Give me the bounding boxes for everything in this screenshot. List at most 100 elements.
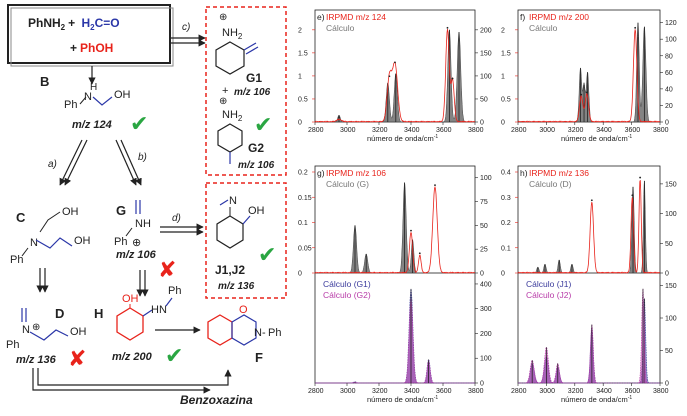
left-tick-label: 1.5 (298, 50, 308, 57)
check-icon: ✔ (258, 242, 276, 267)
svg-text:Ph: Ph (6, 339, 19, 351)
right-tick-label: 100 (480, 175, 492, 182)
exp-point (418, 252, 421, 255)
exp-point (590, 199, 593, 202)
x-tick-label: 3400 (404, 127, 420, 134)
plot-frame (517, 165, 661, 384)
panel-label: h) (520, 168, 528, 178)
legend-entry: Cálculo (G2) (323, 290, 371, 300)
left-tick-label: 0.1 (298, 220, 308, 227)
x-tick-label: 3000 (539, 127, 555, 134)
svg-text:m/z 106: m/z 106 (116, 249, 157, 261)
x-tick-label: 3400 (404, 388, 420, 395)
x-tick-label: 3200 (568, 388, 584, 395)
compound-J: N OH J1,J2 m/z 136 ✔ (215, 195, 276, 292)
right-tick-label: 40 (665, 86, 673, 93)
formaldehyde: H (81, 16, 90, 30)
legend-entry: Cálculo (J1) (526, 279, 572, 289)
x-tick-label: 2800 (511, 388, 527, 395)
right-tick-label: 50 (480, 223, 488, 230)
svg-text:Ph: Ph (114, 236, 127, 248)
right-tick-label: 150 (665, 283, 677, 290)
svg-text:NH2: NH2 (222, 109, 243, 123)
x-axis-label: número de onda/cm-1 (367, 134, 438, 143)
svg-text:+: + (222, 85, 228, 97)
compound-G1: ⊕ NH2 G1 m/z 106 + (215, 12, 271, 98)
check-icon: ✔ (130, 111, 148, 136)
svg-text:m/z 106: m/z 106 (238, 160, 275, 171)
svg-text:D: D (55, 306, 64, 321)
x-tick-label: 2800 (308, 127, 324, 134)
right-tick-label: 75 (480, 199, 488, 206)
panel-label: g) (317, 168, 325, 178)
svg-text:O: O (239, 304, 248, 316)
legend-entry: Cálculo (G) (326, 179, 369, 189)
svg-text:OH: OH (70, 326, 87, 338)
exp-spectrum (518, 29, 661, 123)
svg-text:m/z 124: m/z 124 (72, 119, 112, 131)
svg-text:m/z 136: m/z 136 (218, 281, 255, 292)
right-tick-label: 200 (480, 331, 492, 338)
exp-point (388, 75, 391, 78)
chart-panel-e: 2800 3000 3200 3400 3600 3800 número de onda/c… (298, 9, 492, 143)
right-tick-label: 0 (480, 271, 484, 278)
right-tick-label: 150 (480, 50, 492, 57)
right-tick-label: 20 (665, 103, 673, 110)
exp-point (631, 194, 634, 197)
svg-text:OH: OH (248, 205, 265, 217)
svg-text:N: N (254, 327, 262, 339)
exp-point (394, 61, 396, 64)
compound-G2: ⊕ NH2 G2 m/z 106 ✔ (217, 96, 275, 171)
compound-B: B Ph N H OH m/z 124 ✔ (40, 74, 148, 136)
x-tick-label: 3800 (468, 388, 484, 395)
svg-text:G1: G1 (246, 71, 262, 85)
x-tick-label: 3400 (596, 127, 612, 134)
x-tick-label: 3000 (340, 388, 356, 395)
svg-text:N: N (229, 195, 237, 207)
right-tick-label: 50 (480, 96, 488, 103)
aniline: PhNH (28, 16, 61, 30)
svg-text:H: H (90, 82, 97, 93)
svg-text:J1,J2: J1,J2 (215, 263, 245, 277)
exp-point (451, 77, 454, 80)
svg-text:OH: OH (122, 293, 139, 305)
left-tick-label: 1.5 (501, 50, 511, 57)
x-axis-label: número de onda/cm-1 (561, 134, 632, 143)
right-tick-label: 100 (665, 316, 677, 323)
calc-G2-spectrum (315, 298, 475, 384)
right-tick-label: 60 (665, 70, 673, 77)
reagent-box: PhNH2 + H2C=O + PhOH (7, 4, 174, 67)
svg-text:F: F (255, 350, 263, 365)
panel-label: f) (520, 12, 525, 22)
x-tick-label: 2800 (308, 388, 324, 395)
left-tick-label: 0.5 (298, 96, 308, 103)
x-axis-unit-sup: -1 (434, 395, 439, 401)
svg-text:N: N (84, 91, 92, 103)
svg-text:-: - (262, 327, 266, 339)
svg-text:G2: G2 (248, 141, 264, 155)
svg-text:NH: NH (135, 218, 151, 230)
svg-text:B: B (40, 74, 49, 89)
exp-spectrum (517, 180, 661, 274)
x-tick-label: 3600 (625, 388, 641, 395)
left-tick-label: 2 (298, 27, 302, 34)
svg-text:c): c) (182, 22, 190, 33)
check-icon: ✔ (165, 343, 183, 368)
svg-text:H: H (94, 306, 103, 321)
svg-text:⊕: ⊕ (132, 237, 141, 249)
svg-text:⊕: ⊕ (32, 322, 40, 333)
svg-text:m/z 136: m/z 136 (16, 354, 57, 366)
svg-text:m/z 106: m/z 106 (234, 87, 271, 98)
compound-D: D N ⊕ Ph OH m/z 136 ✘ (6, 306, 87, 371)
right-tick-label: 150 (665, 181, 677, 188)
panel-title: IRPMD m/z 124 (326, 12, 386, 22)
right-tick-label: 200 (480, 27, 492, 34)
svg-text:Ph: Ph (64, 99, 77, 111)
right-tick-label: 0 (665, 381, 669, 388)
svg-text:OH: OH (114, 89, 131, 101)
plot-frame (314, 165, 476, 384)
left-tick-label: 0 (501, 271, 505, 278)
svg-text:Ph: Ph (10, 254, 23, 266)
